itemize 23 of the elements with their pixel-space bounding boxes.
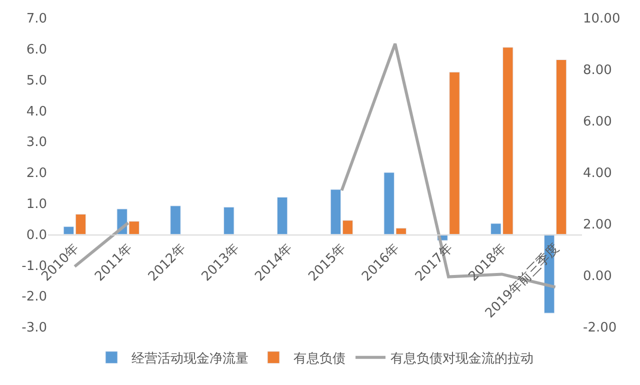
legend-label: 有息负债对现金流的拉动 <box>390 350 534 366</box>
y-tick-label: 7.0 <box>26 12 47 27</box>
y-tick-label: 4.0 <box>26 104 47 120</box>
y-tick-label: 0.0 <box>26 228 47 243</box>
legend-label: 有息负债 <box>294 351 346 366</box>
y2-tick-label: 4.00 <box>583 166 612 182</box>
y-tick-label: -2.0 <box>22 290 47 305</box>
y-tick-label: 1.0 <box>26 196 47 212</box>
y2-tick-label: 0.00 <box>583 269 612 284</box>
bar <box>276 196 288 235</box>
y2-tick-label: -2.00 <box>583 320 617 336</box>
y2-tick-label: 2.00 <box>583 218 612 233</box>
y2-tick-label: 6.00 <box>583 114 612 130</box>
y-tick-label: 3.0 <box>26 135 47 150</box>
y-tick-label: 2.0 <box>26 166 47 182</box>
bar <box>224 206 234 235</box>
y-tick-label: -3.0 <box>22 320 47 336</box>
y-tick-label: 5.0 <box>26 73 47 88</box>
legend-label: 经营活动现金净流量 <box>132 350 248 366</box>
y2-tick-label: 8.00 <box>583 63 612 78</box>
bar <box>170 206 181 235</box>
y-tick-label: 6.0 <box>26 42 47 58</box>
y2-tick-label: 10.00 <box>583 12 620 27</box>
